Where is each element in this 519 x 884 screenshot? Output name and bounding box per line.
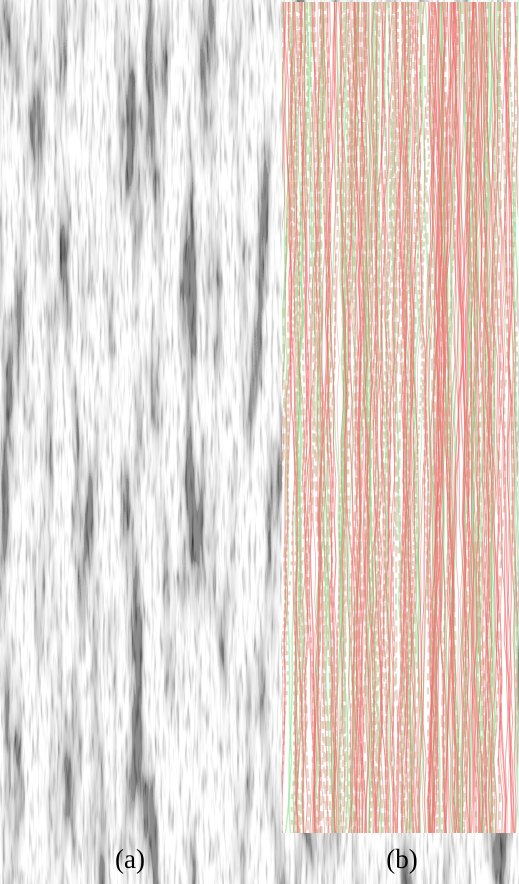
page: (a) (b) (() => { const data = JSON.parse… (0, 0, 519, 884)
texture-line (267, 2, 284, 840)
panel-b (257, 2, 519, 840)
texture-line (257, 2, 283, 840)
figure: (a) (b) (0, 0, 519, 884)
panel-label: (a) (115, 844, 145, 874)
panel-a (8, 2, 250, 833)
panel-label: (b) (386, 844, 417, 874)
panel-a-texture (8, 2, 250, 833)
